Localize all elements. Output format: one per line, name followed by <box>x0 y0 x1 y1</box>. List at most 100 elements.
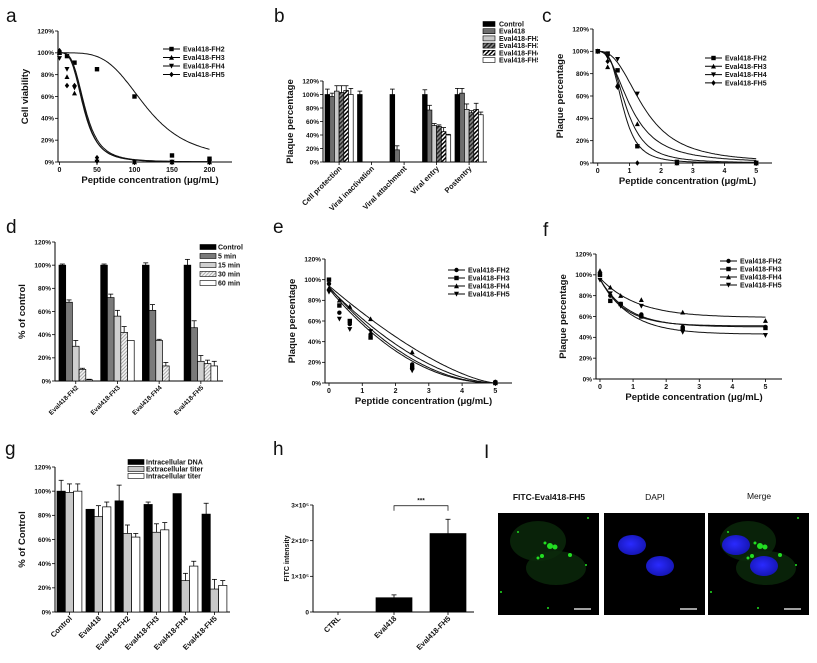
y-tick-label: 80% <box>579 293 592 300</box>
bar <box>218 585 228 613</box>
y-tick-label: 40% <box>576 116 589 123</box>
data-point <box>634 121 640 127</box>
chart-panel-g: 0% 20% 40% 60% 80% 100% 120% % of Control Contro… <box>17 459 230 652</box>
x-tick-label: 4 <box>460 388 464 395</box>
fitc-puncta <box>757 607 759 609</box>
legend-marker <box>711 63 716 69</box>
data-point <box>169 159 175 165</box>
data-point <box>72 82 77 89</box>
category-label: Eval418-FH2 <box>48 384 81 417</box>
bar <box>72 345 80 382</box>
bar <box>210 365 218 382</box>
bar <box>183 264 192 382</box>
x-tick-label: 200 <box>204 167 216 174</box>
bar <box>58 264 67 382</box>
y-tick-label: 120% <box>302 78 319 85</box>
y-tick-label: 100% <box>302 92 319 99</box>
fit-curve <box>597 50 757 161</box>
data-point <box>409 368 415 374</box>
data-point <box>94 67 100 72</box>
data-point <box>597 277 603 283</box>
chart-panel-b: 0% 20% 40% 60% 80% 100% 120% Plaque percentage C… <box>285 21 538 213</box>
data-point <box>326 281 332 286</box>
data-point <box>638 297 644 303</box>
x-tick-label: 3 <box>427 388 431 395</box>
legend-marker <box>726 274 731 280</box>
legend-label: Eval418-FH3 <box>183 55 225 62</box>
data-point <box>597 268 603 273</box>
legend-swatch <box>199 253 217 259</box>
bar <box>180 580 190 613</box>
fitc-puncta <box>757 543 763 549</box>
legend-label: Intracellular DNA <box>146 460 203 467</box>
data-point <box>607 291 613 297</box>
significance-label: *** <box>417 498 425 505</box>
x-tick-label: 0 <box>598 384 602 391</box>
data-point <box>605 64 611 70</box>
legend-marker <box>726 258 731 264</box>
legend-label: Eval418-FH2 <box>740 259 782 266</box>
fitc-puncta <box>536 556 540 560</box>
data-point <box>605 58 610 65</box>
data-point <box>207 159 212 165</box>
x-tick-label: 0 <box>596 168 600 175</box>
x-tick-label: 4 <box>730 384 734 391</box>
legend-marker <box>169 63 174 69</box>
y-tick-label: 60% <box>306 119 319 126</box>
y-tick-label: 100% <box>575 272 592 279</box>
x-tick-label: 3 <box>691 168 695 175</box>
fitc-puncta <box>587 517 589 519</box>
bar <box>343 90 349 163</box>
fit-curve <box>597 50 757 163</box>
bar <box>464 108 470 163</box>
bar <box>468 112 475 163</box>
legend-label: Eval418-FH3 <box>740 267 782 274</box>
y-tick-label: 100% <box>37 50 54 57</box>
bar <box>131 536 141 613</box>
data-point <box>634 91 640 97</box>
image-title-fitc: FITC-Eval418-FH5 <box>513 492 586 502</box>
legend-label: Eval418-FH2 <box>725 56 767 63</box>
data-point <box>635 160 640 166</box>
fitc-puncta <box>568 553 572 557</box>
legend-marker <box>169 54 174 60</box>
y-axis-label: % of control <box>17 284 28 339</box>
x-axis-label: Peptide concentration (μg/mL) <box>355 396 492 407</box>
bar <box>375 597 413 613</box>
data-point <box>336 316 342 322</box>
y-tick-label: 40% <box>38 561 51 568</box>
series-eval418-fh5: Eval418-FH5 <box>597 277 782 338</box>
y-tick-label: 60% <box>579 314 592 321</box>
legend-swatch <box>199 280 217 286</box>
y-tick-label: 120% <box>37 28 54 35</box>
bar <box>56 490 66 613</box>
data-point <box>347 327 353 332</box>
y-tick-label: 120% <box>572 26 589 33</box>
data-point <box>337 310 342 315</box>
data-point <box>94 159 100 165</box>
bar <box>440 131 447 163</box>
y-tick-label: 0% <box>310 159 320 166</box>
fitc-puncta <box>778 553 782 557</box>
y-tick-label: 120% <box>34 239 51 246</box>
micrograph-dapi <box>604 513 705 615</box>
bar <box>162 365 170 382</box>
category-label: Eval418-FH5 <box>415 614 453 652</box>
legend-label: Eval418-FH2 <box>183 47 225 54</box>
legend-label: Control <box>218 245 243 252</box>
y-tick-label: 120% <box>34 464 51 471</box>
data-point <box>605 54 611 60</box>
bar <box>113 315 122 382</box>
data-point <box>64 74 70 80</box>
category-label: Viral entry <box>409 163 442 196</box>
legend-swatch <box>127 473 145 479</box>
y-axis-label: Plaque percentage <box>285 79 296 163</box>
series-eval418-fh5: Eval418-FH5 <box>326 288 510 386</box>
bar <box>100 264 108 382</box>
legend-swatch <box>482 28 496 35</box>
legend-marker <box>454 291 459 297</box>
data-point <box>57 47 62 54</box>
x-axis-label: Peptide concentration (μg/mL) <box>619 176 756 187</box>
